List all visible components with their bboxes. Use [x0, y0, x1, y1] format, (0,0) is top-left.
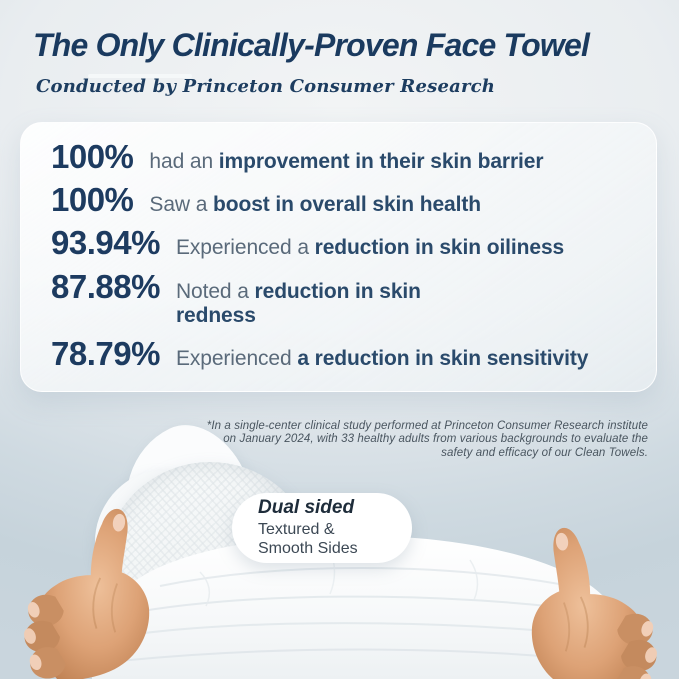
stat-emphasis: reduction in skin oiliness — [314, 236, 565, 260]
stat-lead: Experienced — [175, 346, 292, 370]
stat-description: Noted a reduction in skin redness — [176, 280, 448, 328]
stat-emphasis: boost in overall skin health — [213, 193, 481, 217]
stat-description: Experienced a reduction in skin oiliness — [176, 236, 564, 260]
stat-description: Saw a boost in overall skin health — [149, 193, 481, 217]
stat-value: 100% — [51, 181, 134, 219]
stat-lead: Saw a — [149, 193, 208, 217]
stat-row: 78.79% Experienced a reduction in skin s… — [51, 337, 632, 371]
right-hand-photo — [531, 527, 657, 679]
stat-emphasis: reduction in skin redness — [175, 279, 421, 327]
badge-title: Dual sided — [258, 497, 355, 519]
badge-line-2: Smooth Sides — [258, 540, 358, 558]
stat-description: Experienced a reduction in skin sensitiv… — [176, 347, 588, 371]
stat-value: 87.88% — [51, 267, 160, 305]
page-title: The Only Clinically-Proven Face Towel — [33, 27, 590, 63]
stat-lead: had an — [149, 150, 214, 173]
stat-lead: Experienced a — [175, 236, 309, 260]
stat-emphasis: improvement in their skin barrier — [218, 150, 544, 173]
stat-value: 93.94% — [51, 224, 160, 262]
dual-sided-badge: Dual sided Textured & Smooth Sides — [232, 493, 412, 563]
stat-description: had an improvement in their skin barrier — [149, 150, 543, 174]
badge-line-1: Textured & — [258, 520, 335, 538]
stat-value: 100% — [51, 138, 134, 175]
subtitle: Conducted by Princeton Consumer Research — [36, 76, 496, 98]
stat-row: 100% Saw a boost in overall skin health — [51, 183, 632, 217]
stretched-towel-photo — [92, 535, 632, 679]
title-underline — [88, 74, 192, 78]
stats-card: 100% had an improvement in their skin ba… — [20, 122, 657, 392]
stat-row: 93.94% Experienced a reduction in skin o… — [51, 226, 632, 260]
stat-row: 87.88% Noted a reduction in skin redness — [51, 270, 632, 328]
stat-emphasis: a reduction in skin sensitivity — [297, 346, 589, 370]
stat-lead: Noted a — [175, 279, 249, 303]
stat-row: 100% had an improvement in their skin ba… — [51, 140, 632, 174]
left-hand-photo — [24, 508, 150, 679]
header: The Only Clinically-Proven Face Towel Co… — [33, 26, 590, 98]
disclaimer-text: *In a single-center clinical study perfo… — [206, 419, 648, 460]
stat-value: 78.79% — [51, 334, 160, 372]
